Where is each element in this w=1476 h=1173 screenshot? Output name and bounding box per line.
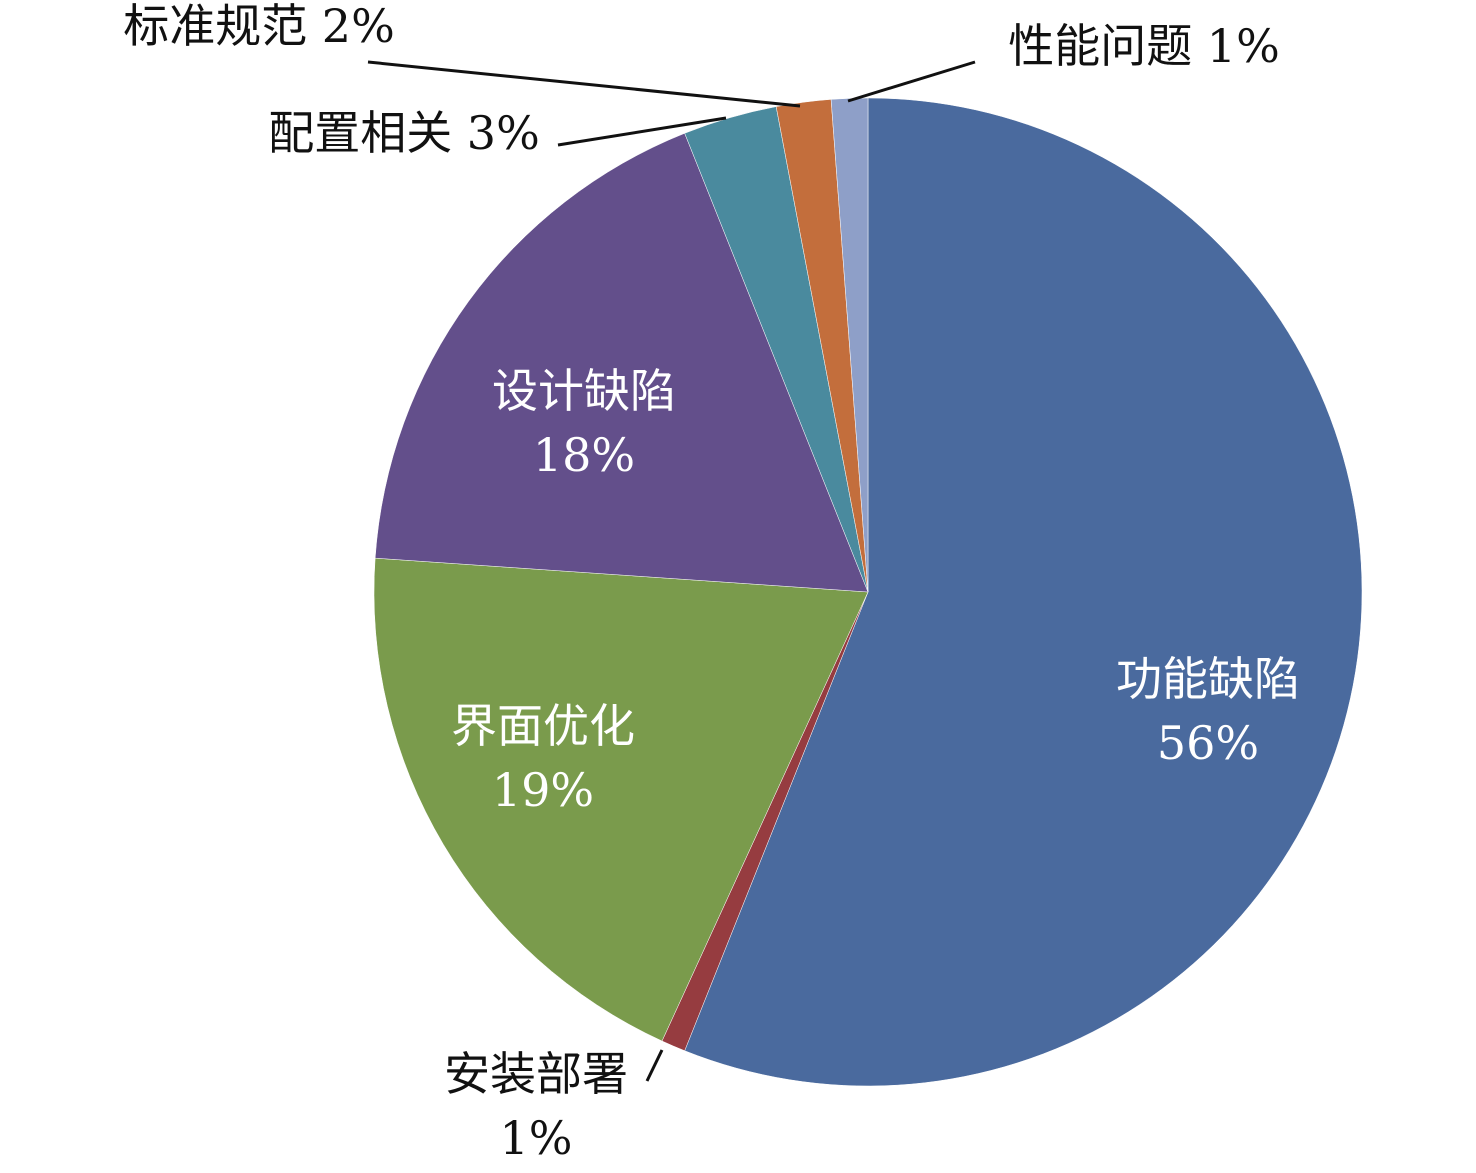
- slice-pct-label-3: 19%: [492, 763, 594, 817]
- slice-name-label-1: 功能缺陷: [1116, 652, 1300, 706]
- slice-pct-label-2: 1%: [500, 1111, 573, 1165]
- slice-name-label-2: 安装部署: [444, 1047, 628, 1101]
- leader-line-2: [645, 1049, 664, 1082]
- slice-pct-label-1: 56%: [1157, 716, 1259, 770]
- slice-name-label-3: 界面优化: [451, 699, 635, 753]
- pie-slice-7: [830, 97, 869, 593]
- leader-line-7: [847, 60, 976, 103]
- slice-label-5: 配置相关 3%: [268, 106, 540, 160]
- leader-line-6: [367, 60, 801, 108]
- slice-label-7: 性能问题 1%: [1008, 19, 1280, 73]
- slice-label-6: 标准规范 2%: [123, 0, 395, 53]
- slice-pct-label-4: 18%: [533, 428, 635, 482]
- slice-name-label-4: 设计缺陷: [492, 364, 676, 418]
- pie-slice-1: [684, 97, 1363, 1087]
- pie-slice-3: [373, 557, 869, 1042]
- leader-line-5: [557, 116, 727, 147]
- pie-slice-4: [374, 132, 869, 593]
